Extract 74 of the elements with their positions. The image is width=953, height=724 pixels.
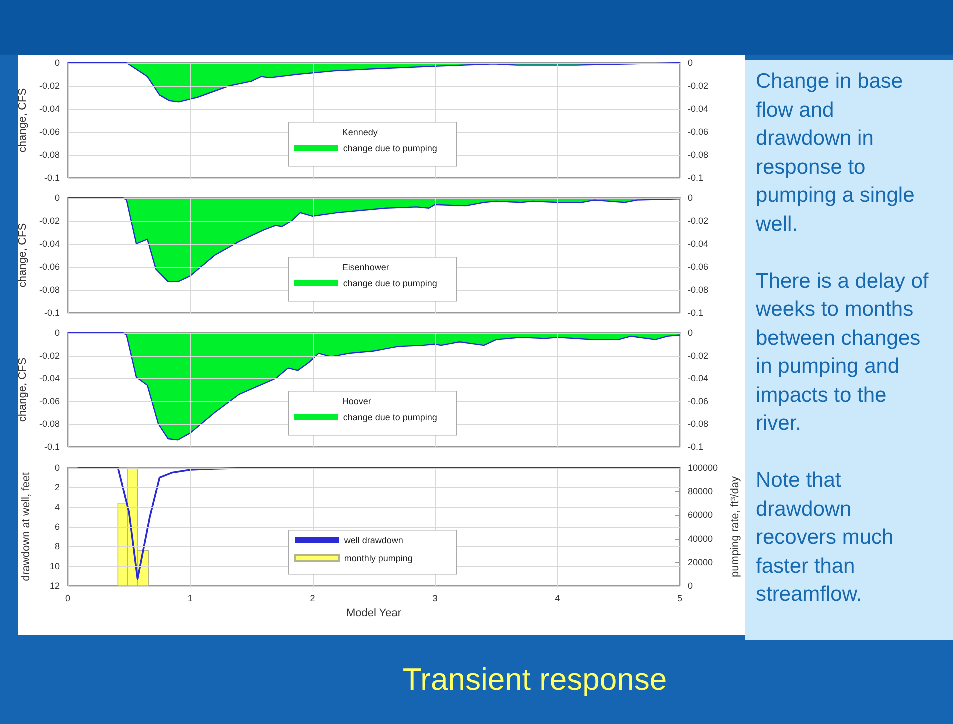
y2-tick-label: 80000 (688, 486, 714, 497)
y-tick-label: -0.04 (39, 374, 60, 384)
y-tick-label: -0.04 (39, 239, 60, 249)
y2-tick-label: 40000 (688, 534, 714, 544)
legend-label: well drawdown (343, 536, 404, 546)
x-tick-label: 1 (188, 594, 193, 604)
x-tick-label: 0 (65, 594, 71, 604)
line-series (76, 467, 681, 580)
y-tick-label: -0.06 (39, 396, 60, 406)
y2-tick-label: -0.08 (688, 285, 709, 295)
y2-tick-label: -0.1 (688, 442, 704, 452)
y-tick-label: -0.1 (44, 173, 60, 183)
y-tick-label: -0.08 (39, 150, 60, 160)
legend-label: monthly pumping (344, 554, 413, 564)
text: There is a delay of weeks to months between changes in pumping and impacts to the river. (756, 268, 930, 437)
y-tick-label: -0.02 (39, 350, 60, 361)
legend-label: change due to pumping (343, 412, 438, 422)
y-tick-label: 8 (54, 542, 60, 552)
text: Change in base flow and drawdown in response to pumping a single well. (756, 69, 916, 238)
y-axis-title: change, CFS (17, 358, 30, 422)
y2-tick-label: 20000 (688, 557, 714, 568)
y-tick-label: 0 (54, 58, 60, 68)
y2-tick-label: 0 (688, 58, 694, 68)
legend-title: Hoover (342, 396, 372, 406)
y2-tick-label: 100000 (688, 463, 718, 473)
y-tick-label: 2 (54, 482, 60, 493)
y-tick-label: 6 (54, 522, 60, 532)
y-tick-label: -0.06 (39, 127, 60, 137)
y2-tick-label: -0.02 (688, 216, 709, 226)
text: Note that drawdown recovers much faster than streamflow. (756, 468, 895, 608)
y-tick-label: -0.1 (44, 308, 60, 318)
y-tick-label: 12 (50, 581, 60, 591)
legend-title: Kennedy (342, 128, 378, 138)
legend-title: Eisenhower (342, 262, 390, 272)
legend-label: change due to pumping (343, 278, 438, 288)
y-tick-label: -0.06 (39, 262, 60, 272)
y-axis-title: change, CFS (17, 88, 30, 153)
y-tick-label: -0.08 (39, 285, 60, 295)
y-axis-title: drawdown at well, feet (20, 472, 32, 582)
x-tick-label: 5 (677, 594, 683, 604)
y2-tick-label: -0.06 (688, 127, 709, 137)
x-tick-label: 3 (432, 594, 438, 604)
y2-tick-label: 0 (688, 193, 694, 203)
y2-axis-title: pumping rate, ft³/day (730, 476, 742, 578)
y2-tick-label: -0.02 (688, 81, 709, 91)
y-tick-label: 4 (54, 502, 60, 512)
y2-tick-label: -0.06 (688, 262, 709, 272)
y-tick-label: 0 (54, 328, 60, 338)
y2-tick-label: 0 (688, 328, 694, 338)
x-tick-label: 2 (310, 594, 316, 604)
y-tick-label: -0.02 (39, 81, 60, 91)
y2-tick-label: -0.04 (688, 104, 709, 114)
y-tick-label: 0 (54, 463, 60, 473)
y-tick-label: 0 (54, 193, 60, 203)
y-tick-label: -0.08 (39, 419, 60, 430)
y-axis-title: change, CFS (17, 223, 30, 288)
y-tick-label: -0.1 (44, 442, 60, 452)
y-tick-label: -0.04 (39, 104, 60, 114)
y2-tick-label: -0.08 (688, 150, 709, 160)
y2-tick-label: -0.02 (688, 350, 709, 361)
y2-tick-label: 60000 (688, 510, 714, 520)
y-tick-label: -0.02 (39, 216, 60, 226)
legend-label: change due to pumping (343, 144, 438, 154)
text: Transient response (402, 662, 668, 698)
x-tick-label: 4 (555, 594, 560, 604)
y2-tick-label: 0 (688, 581, 694, 591)
y2-tick-label: -0.1 (688, 308, 704, 318)
y2-tick-label: -0.04 (688, 374, 709, 384)
y2-tick-label: -0.08 (688, 419, 709, 430)
x-axis-title: Model Year (346, 607, 402, 620)
y2-tick-label: -0.06 (688, 396, 709, 406)
y-tick-label: 10 (50, 561, 60, 572)
y2-tick-label: -0.1 (688, 173, 704, 183)
y2-tick-label: -0.04 (688, 239, 709, 249)
